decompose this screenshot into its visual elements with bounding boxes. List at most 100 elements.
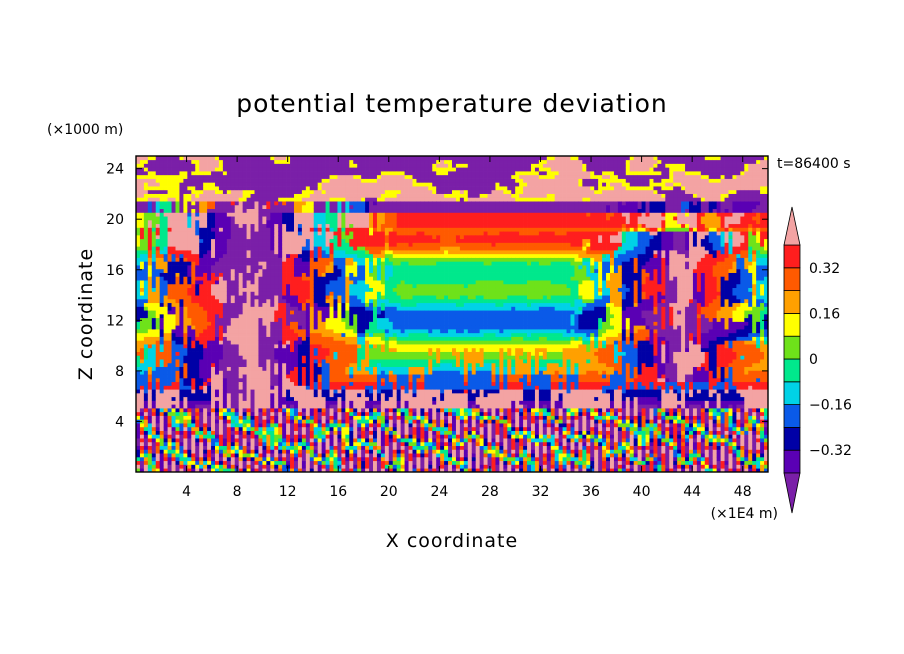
field-cell [171, 219, 176, 225]
field-cell [357, 419, 362, 424]
field-cell [175, 370, 180, 375]
field-cell [207, 287, 212, 292]
field-cell [270, 242, 275, 247]
field-cell [361, 344, 366, 349]
field-cell [301, 186, 307, 191]
field-cell [218, 298, 224, 304]
field-cell [294, 453, 299, 458]
field-cell [301, 223, 307, 228]
field-cell [242, 411, 247, 416]
field-cell [218, 385, 224, 390]
field-cell [282, 317, 287, 322]
field-cell [286, 265, 291, 270]
field-cell [278, 182, 283, 187]
field-cell [274, 460, 279, 465]
field-cell [309, 272, 315, 277]
field-cell [321, 460, 326, 465]
field-cell [278, 219, 283, 225]
field-cell [175, 381, 180, 386]
field-cell [309, 238, 315, 243]
field-cell [290, 159, 295, 164]
field-cell [218, 189, 224, 194]
field-cell [365, 370, 370, 375]
field-cell [270, 411, 275, 416]
field-cell [203, 370, 208, 375]
field-cell [139, 250, 145, 255]
field-cell [139, 216, 145, 221]
field-cell [337, 261, 342, 266]
field-cell [270, 295, 275, 300]
field-cell [191, 276, 196, 281]
field-cell [329, 268, 334, 273]
field-cell [199, 197, 204, 202]
field-cell [309, 235, 315, 240]
field-cell [254, 306, 259, 311]
field-cell [179, 302, 184, 307]
field-cell [199, 265, 204, 270]
field-cell [147, 231, 153, 236]
field-cell [357, 257, 362, 262]
field-cell [143, 464, 149, 469]
field-cell [305, 340, 311, 345]
field-cell [147, 201, 153, 206]
field-cell [250, 329, 255, 334]
field-cell [155, 171, 161, 176]
field-cell [297, 298, 303, 304]
field-cell [250, 272, 255, 277]
field-cell [282, 178, 287, 183]
field-cell [159, 261, 164, 266]
field-cell [230, 317, 236, 322]
field-cell [147, 204, 153, 210]
field-cell [167, 332, 172, 337]
field-cell [167, 377, 172, 383]
field-cell [357, 377, 362, 383]
field-cell [147, 389, 153, 394]
field-cell [305, 178, 311, 183]
field-cell [167, 283, 172, 289]
field-cell [143, 250, 149, 255]
field-cell [230, 468, 236, 472]
field-cell [159, 426, 164, 431]
field-cell [282, 310, 287, 315]
field-cell [167, 449, 172, 454]
field-cell [290, 257, 295, 262]
field-cell [250, 238, 255, 243]
field-cell [341, 377, 346, 383]
field-cell [258, 415, 263, 420]
field-cell [143, 167, 149, 172]
field-cell [159, 445, 164, 450]
field-cell [305, 329, 311, 334]
field-cell [258, 208, 263, 213]
field-cell [286, 314, 291, 319]
field-cell [139, 362, 145, 368]
field-cell [349, 389, 354, 394]
field-cell [195, 182, 200, 187]
field-cell [191, 302, 196, 307]
field-cell [365, 280, 370, 285]
field-cell [345, 423, 350, 428]
field-cell [270, 317, 275, 322]
field-cell [345, 163, 350, 168]
field-cell [317, 453, 322, 458]
field-cell [203, 261, 208, 266]
field-cell [278, 434, 283, 439]
field-cell [305, 223, 311, 228]
field-cell [286, 389, 291, 394]
field-cell [155, 434, 161, 439]
field-cell [191, 332, 196, 337]
field-cell [282, 253, 287, 258]
plot-area [135, 155, 769, 473]
field-cell [203, 242, 208, 247]
field-cell [167, 340, 172, 345]
field-cell [215, 178, 220, 183]
field-cell [203, 238, 208, 243]
field-cell [286, 212, 291, 217]
field-cell [155, 197, 161, 202]
field-cell [258, 430, 263, 435]
field-cell [242, 291, 247, 296]
field-cell [143, 204, 149, 210]
field-cell [230, 351, 236, 356]
field-cell [254, 216, 259, 221]
field-cell [155, 261, 161, 266]
field-cell [333, 393, 338, 398]
